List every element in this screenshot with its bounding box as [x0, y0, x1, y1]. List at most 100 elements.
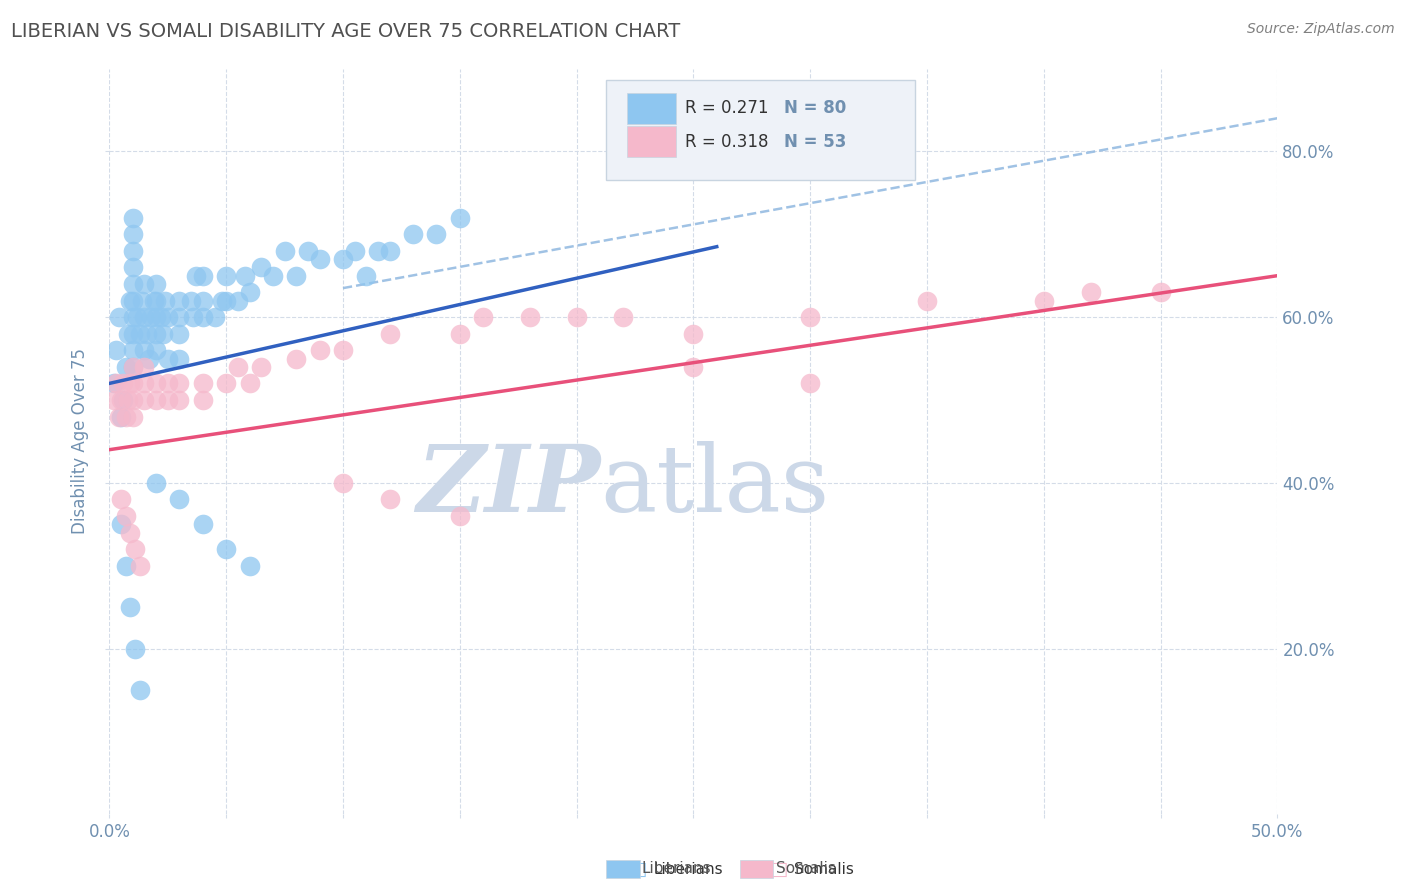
Point	[191, 310, 214, 325]
Point	[565, 310, 588, 325]
Point	[135, 326, 157, 341]
Point	[367, 244, 389, 258]
Text: atlas: atlas	[600, 442, 830, 531]
Point	[121, 277, 143, 291]
Point	[128, 558, 150, 573]
Point	[378, 326, 401, 341]
Point	[612, 310, 634, 325]
Point	[134, 277, 156, 291]
Point	[1080, 285, 1102, 300]
Point	[112, 392, 135, 407]
Point	[127, 310, 149, 325]
Point	[180, 293, 202, 308]
Point	[134, 343, 156, 358]
Point	[238, 285, 260, 300]
Point	[156, 376, 179, 391]
Point	[215, 268, 238, 283]
Point	[105, 343, 128, 358]
Point	[134, 376, 156, 391]
Point	[155, 293, 177, 308]
Point	[110, 517, 132, 532]
Point	[332, 475, 354, 490]
Point	[156, 310, 179, 325]
Point	[183, 310, 205, 325]
Point	[134, 359, 156, 374]
Point	[149, 310, 172, 325]
Point	[1032, 293, 1054, 308]
Point	[145, 376, 167, 391]
Point	[402, 227, 425, 242]
Point	[103, 392, 125, 407]
Point	[211, 293, 233, 308]
Text: Liberians: Liberians	[641, 862, 711, 876]
Point	[121, 359, 143, 374]
Point	[152, 326, 174, 341]
Point	[107, 310, 129, 325]
Point	[145, 277, 167, 291]
Point	[121, 392, 143, 407]
Point	[107, 409, 129, 424]
Point	[519, 310, 541, 325]
Point	[145, 392, 167, 407]
Point	[121, 227, 143, 242]
Point	[449, 211, 471, 225]
Point	[114, 409, 136, 424]
FancyBboxPatch shape	[606, 79, 915, 180]
Point	[238, 376, 260, 391]
Point	[682, 326, 704, 341]
Point	[145, 475, 167, 490]
Text: Somalis: Somalis	[776, 862, 837, 876]
Text: □: □	[628, 860, 647, 880]
Point	[156, 351, 179, 366]
Point	[273, 244, 295, 258]
Point	[121, 260, 143, 275]
Point	[169, 351, 191, 366]
Point	[472, 310, 495, 325]
Point	[215, 376, 238, 391]
FancyBboxPatch shape	[627, 126, 676, 157]
Y-axis label: Disability Age Over 75: Disability Age Over 75	[72, 349, 89, 534]
Text: Source: ZipAtlas.com: Source: ZipAtlas.com	[1247, 22, 1395, 37]
Point	[449, 508, 471, 523]
Point	[120, 293, 142, 308]
Point	[799, 376, 821, 391]
Point	[142, 293, 165, 308]
Point	[145, 293, 167, 308]
Point	[191, 293, 214, 308]
Point	[138, 351, 160, 366]
Text: N = 53: N = 53	[785, 133, 846, 151]
Point	[262, 268, 284, 283]
Point	[1149, 285, 1171, 300]
Point	[449, 326, 471, 341]
Point	[117, 326, 139, 341]
Point	[110, 392, 132, 407]
Point	[121, 326, 143, 341]
Point	[110, 409, 132, 424]
Point	[332, 343, 354, 358]
Point	[134, 310, 156, 325]
Point	[191, 517, 214, 532]
Point	[215, 542, 238, 557]
Point	[141, 310, 163, 325]
Point	[169, 326, 191, 341]
Point	[156, 392, 179, 407]
Text: Liberians: Liberians	[654, 863, 724, 877]
Point	[169, 293, 191, 308]
Point	[103, 376, 125, 391]
Point	[226, 293, 249, 308]
Point	[121, 211, 143, 225]
Point	[145, 343, 167, 358]
Point	[120, 525, 142, 540]
Point	[121, 376, 143, 391]
Point	[114, 558, 136, 573]
Point	[121, 359, 143, 374]
Point	[120, 600, 142, 615]
Point	[915, 293, 938, 308]
Point	[308, 343, 330, 358]
Point	[682, 359, 704, 374]
Point	[238, 558, 260, 573]
Point	[121, 293, 143, 308]
Text: ZIP: ZIP	[416, 442, 600, 531]
Point	[124, 542, 146, 557]
Point	[169, 376, 191, 391]
